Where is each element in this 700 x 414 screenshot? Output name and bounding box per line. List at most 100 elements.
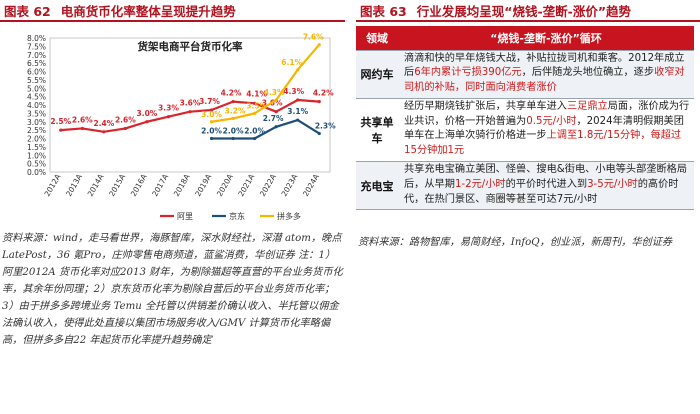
left-figure-panel: 图表 62 电商货币化率整体呈现提升趋势 货架电商平台货币化率 0.0% 0.5% 1… (0, 0, 345, 414)
y-tick-label: 6.0% (27, 68, 46, 77)
y-tick-label: 2.5% (27, 126, 46, 135)
data-point (253, 136, 257, 141)
y-tick-label: 4.5% (27, 93, 46, 102)
x-tick-label: 2017A (150, 172, 170, 198)
data-label: 3.0% (201, 110, 222, 119)
y-tick-label: 1.0% (27, 151, 46, 160)
x-tick-label: 2014A (86, 172, 106, 198)
series-line-2 (211, 43, 321, 123)
legend-label: 阿里 (177, 212, 193, 221)
highlight-text: 收窄对司机的补贴，同时面向消费者涨价 (404, 67, 685, 94)
table-row: 网约车 滴滴和快的早年烧钱大战，补贴拉拢司机和乘客。2012年成立后6年内累计亏损… (356, 50, 694, 99)
y-tick-label: 3.0% (27, 118, 46, 127)
data-label: 6.1% (281, 58, 302, 67)
data-point (296, 68, 300, 72)
figure-title: 电商货币化率整体呈现提升趋势 (60, 3, 236, 19)
data-point (253, 111, 257, 115)
figure-number: 图表 63 (360, 3, 407, 19)
monetization-rate-chart: 货架电商平台货币化率0.0%0.5%1.0%1.5%2.0%2.5%3.0%3.… (27, 33, 336, 221)
y-tick-label: 7.5% (27, 42, 46, 51)
data-label: 3.5% (246, 101, 267, 110)
data-point (209, 108, 214, 112)
data-point (123, 126, 127, 131)
highlight-text: 上调至1.8元/15分钟，每超过15分钟加1元 (404, 130, 682, 157)
data-label: 2.5% (50, 117, 71, 126)
data-point (296, 98, 300, 102)
desc-text: ，后伴随龙头地位确立，逐步 (521, 67, 655, 79)
desc-text: 经历早期烧钱扩张后，共享单车进入 (404, 100, 567, 112)
data-label: 4.2% (313, 89, 334, 98)
row-description: 经历早期烧钱扩张后，共享单车进入三足鼎立局面，涨价成为行业共识，价格一开始普遍为… (398, 98, 694, 163)
y-tick-label: 5.0% (27, 84, 46, 93)
highlight-text: 0.5元/小时 (526, 115, 577, 127)
highlight-text: 6年内累计亏损390亿元 (414, 67, 522, 79)
data-point (317, 100, 321, 104)
data-label: 2.6% (115, 115, 136, 124)
data-label: 3.7% (199, 97, 220, 106)
data-point (188, 110, 192, 114)
x-tick-label: 2019A (193, 172, 213, 198)
header-field: 领域 (356, 26, 398, 51)
y-tick-label: 8.0% (27, 34, 46, 43)
x-tick-label: 2018A (172, 172, 192, 198)
table-row: 共享单车 经历早期烧钱扩张后，共享单车进入三足鼎立局面，涨价成为行业共识，价格一开… (356, 98, 694, 163)
data-label: 3.3% (158, 104, 179, 113)
row-description: 滴滴和快的早年烧钱大战，补贴拉拢司机和乘客。2012年成立后6年内累计亏损390… (398, 50, 694, 99)
data-label: 3.1% (287, 107, 308, 116)
data-point (231, 100, 235, 104)
x-tick-label: 2013A (64, 172, 84, 198)
data-point (102, 130, 106, 134)
data-point (274, 110, 278, 114)
desc-text: 滴滴和快的早年烧钱大战，补贴拉拢司机和乘客。2012年成立后 (404, 52, 685, 79)
industry-trend-table: 领域 “烧钱-垄断-涨价”循环 网约车 滴滴和快的早年烧钱大战，补贴拉拢司机和乘客… (356, 26, 694, 211)
row-description: 共享充电宝确立美团、怪兽、搜电&街电、小电等头部垄断格局后，从早期1-2元/小时… (398, 161, 694, 211)
data-point (317, 43, 321, 47)
figure-number: 图表 62 (4, 3, 51, 19)
right-figure-panel: 图表 63 行业发展均呈现“烧钱-垄断-涨价”趋势 领域 “烧钱-垄断-涨价”循… (356, 0, 700, 414)
legend-label: 拼多多 (277, 211, 301, 221)
row-field: 共享单车 (356, 98, 398, 163)
data-point (296, 118, 300, 122)
y-tick-label: 5.5% (27, 76, 46, 85)
data-point (145, 120, 149, 124)
data-label: 3.0% (137, 109, 158, 118)
data-label: 2.6% (72, 115, 93, 124)
data-label: 2.4% (93, 119, 114, 128)
data-point (274, 125, 278, 129)
header-desc: “烧钱-垄断-涨价”循环 (398, 26, 694, 51)
data-label: 2.0% (201, 127, 222, 136)
data-label: 2.7% (263, 114, 284, 123)
data-label: 2.3% (315, 121, 336, 130)
x-tick-label: 2020A (215, 172, 235, 198)
data-label: 4.3% (283, 87, 304, 96)
data-point (59, 128, 63, 132)
x-tick-label: 2021A (236, 172, 256, 198)
data-label: 2.0% (223, 127, 244, 136)
highlight-text: 3-5元/小时 (587, 178, 638, 190)
data-point (209, 136, 214, 141)
data-label: 3.6% (180, 99, 201, 108)
data-point (317, 131, 321, 136)
data-point (231, 116, 235, 120)
left-source-note: 资料来源：wind，走马看世界，海豚智库，深水财经社，深潜 atom，晚点Lat… (2, 233, 343, 346)
x-tick-label: 2022A (258, 172, 278, 198)
data-label: 4.3% (264, 88, 285, 97)
right-source-note: 资料来源：路物智库，易简财经，InfoQ，创业派，新周刊，华创证券 (358, 237, 673, 248)
chart-title: 货架电商平台货币化率 (137, 40, 243, 53)
y-tick-label: 2.0% (27, 135, 46, 144)
plot-frame (49, 37, 331, 173)
data-point (166, 115, 171, 119)
highlight-text: 三足鼎立 (567, 100, 608, 112)
y-tick-label: 6.5% (27, 59, 46, 68)
desc-text: 局面，涨价成为行业共识，价格一开始普遍为 (404, 100, 690, 127)
x-tick-label: 2016A (129, 172, 149, 198)
figure-63-header: 图表 63 行业发展均呈现“烧钱-垄断-涨价”趋势 (356, 0, 700, 22)
table-row: 充电宝 共享充电宝确立美团、怪兽、搜电&街电、小电等头部垄断格局后，从早期1-2元… (356, 161, 694, 211)
y-tick-label: 1.5% (27, 143, 46, 152)
y-tick-label: 0.0% (27, 168, 46, 177)
x-tick-label: 2023A (280, 172, 300, 198)
data-point (231, 136, 235, 141)
desc-text: 的高价时代，在热门景区、商圈等甚至可达7元/小时 (404, 178, 679, 205)
legend-label: 京东 (229, 211, 245, 221)
figure-62-header: 图表 62 电商货币化率整体呈现提升趋势 (0, 0, 345, 22)
